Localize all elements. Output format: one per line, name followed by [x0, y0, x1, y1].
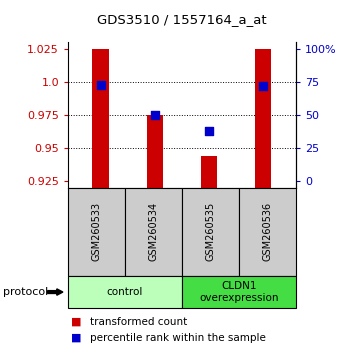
- Text: ■: ■: [71, 333, 82, 343]
- Point: [152, 112, 157, 118]
- Text: GSM260534: GSM260534: [149, 202, 158, 262]
- Text: GSM260536: GSM260536: [262, 202, 272, 262]
- Text: CLDN1
overexpression: CLDN1 overexpression: [199, 281, 278, 303]
- Bar: [239, 188, 296, 276]
- Point: [98, 82, 103, 87]
- Bar: [125, 188, 182, 276]
- Text: ■: ■: [71, 317, 82, 327]
- Bar: [201, 156, 217, 188]
- Point: [260, 83, 266, 89]
- Text: percentile rank within the sample: percentile rank within the sample: [90, 333, 266, 343]
- Text: GDS3510 / 1557164_a_at: GDS3510 / 1557164_a_at: [97, 13, 267, 26]
- Text: control: control: [107, 287, 143, 297]
- Text: transformed count: transformed count: [90, 317, 187, 327]
- Bar: [182, 276, 296, 308]
- Bar: [68, 276, 182, 308]
- Bar: [68, 188, 125, 276]
- Text: GSM260535: GSM260535: [205, 202, 215, 262]
- Bar: [147, 115, 163, 188]
- Point: [206, 128, 212, 134]
- Text: protocol: protocol: [3, 287, 49, 297]
- Bar: [255, 49, 271, 188]
- Text: GSM260533: GSM260533: [91, 202, 101, 262]
- Bar: [92, 49, 109, 188]
- Bar: [182, 188, 239, 276]
